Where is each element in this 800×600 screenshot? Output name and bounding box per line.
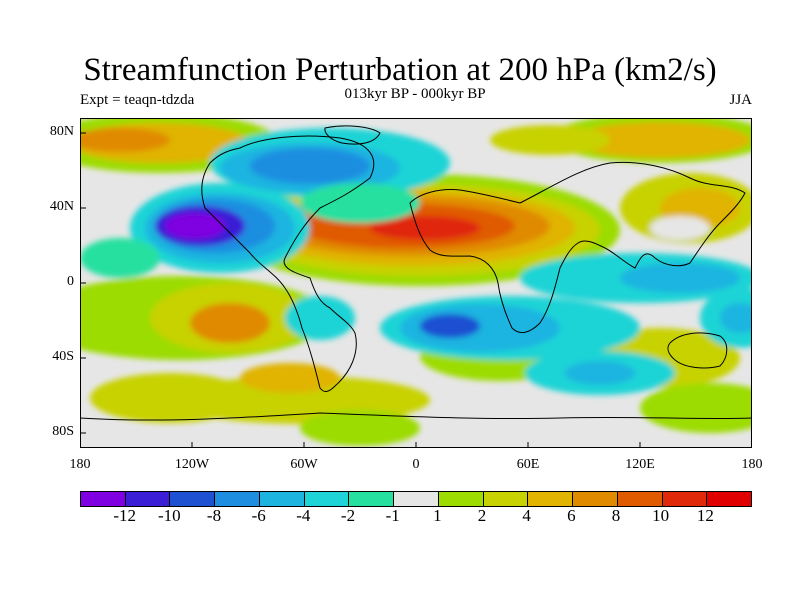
colorbar-label: -6 [251,506,266,525]
colorbar-label: -2 [340,506,356,525]
colorbar-label: 10 [652,506,670,525]
colorbar-cell [349,492,395,506]
y-tick-label: 0 [67,274,74,289]
colorbar-cell [259,492,305,506]
colorbar-label: -1 [385,506,400,525]
americas-coast [201,135,375,392]
x-tick-label: 60W [290,457,318,472]
colorbar-label: 12 [696,506,714,525]
y-tick-label: 40S [52,349,74,364]
colorbar-cell [125,492,171,506]
colorbar-cell [662,492,708,506]
contour-fields [80,118,752,446]
colorbar-label: -10 [157,506,181,525]
colorbar-label: -4 [296,506,311,525]
x-tick-label: 120W [174,457,210,472]
streamfunction-map [80,118,752,448]
greenland-coast [324,125,381,145]
y-tick-label: 40N [49,199,74,214]
colorbar-cell [170,492,216,506]
coastlines [80,125,752,421]
colorbar-label: 4 [522,506,531,525]
colorbar-cell [528,492,574,506]
antarctica-coast [80,412,752,421]
colorbar-cell [215,492,260,506]
australia-coast [667,332,728,369]
x-tick-label: 180 [741,457,763,472]
colorbar-label: -12 [113,506,136,525]
eurasia-africa-coast [409,161,746,334]
map-subtitle: 013kyr BP - 000kyr BP [344,86,486,102]
season-label: JJA [729,92,752,108]
colorbar-cell [707,492,752,506]
x-tick-label: 60E [516,457,540,472]
colorbar-cell [573,492,618,506]
colorbar-label: 2 [477,506,487,525]
x-tick-label: 120E [625,457,655,472]
colorbar-cell [304,492,350,506]
map-frame [80,118,752,448]
x-tick-label: 180 [69,457,91,472]
y-tick-label: 80N [49,124,74,139]
experiment-label: Expt = teaqn-tdzda [80,92,195,108]
map-title: Streamfunction Perturbation at 200 hPa (… [83,52,717,88]
colorbar-label: 8 [611,506,621,525]
colorbar-cell [438,492,484,506]
colorbar-cell [394,492,439,506]
colorbar-cell [81,492,126,506]
x-tick-label: 0 [412,457,420,472]
map-panel [80,118,752,448]
colorbar-cell [483,492,529,506]
colorbar-label: -8 [206,506,222,525]
colorbar [80,491,752,507]
colorbar-label: 1 [433,506,442,525]
colorbar-label: 6 [567,506,576,525]
colorbar-cell [617,492,663,506]
y-tick-label: 80S [52,424,74,439]
